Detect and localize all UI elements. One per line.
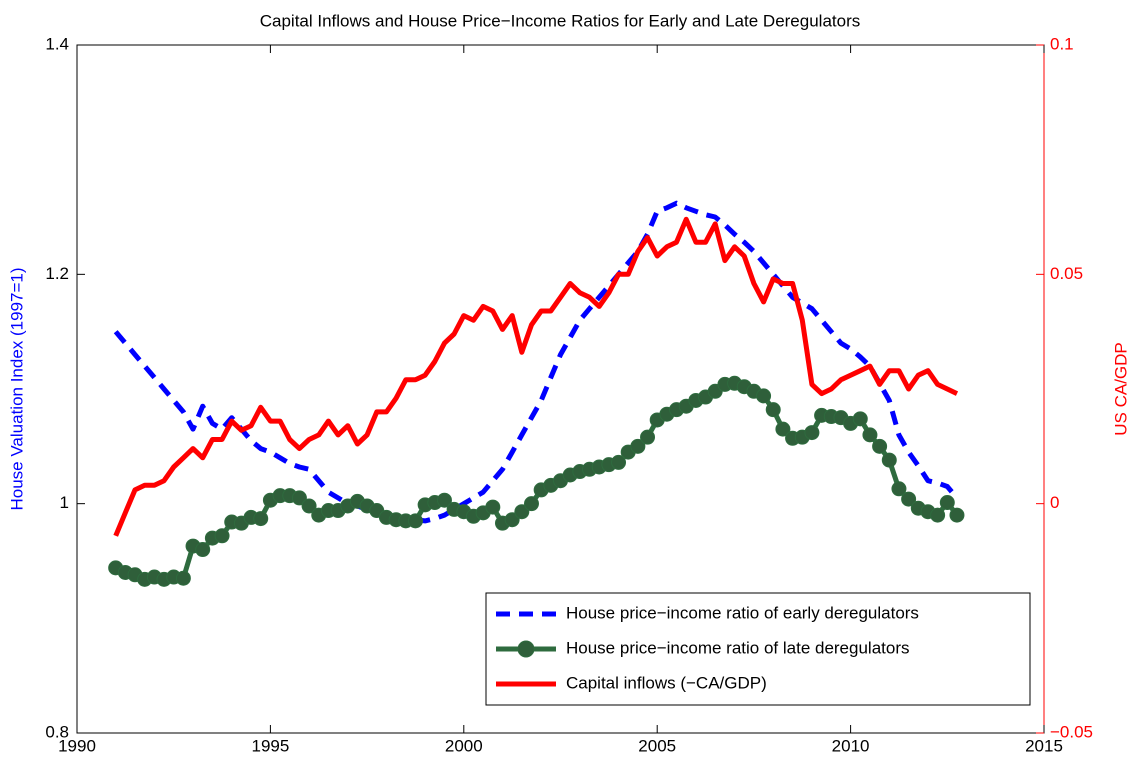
marker <box>504 512 520 528</box>
marker <box>514 504 530 520</box>
y2-tick-label: −0.05 <box>1050 722 1093 741</box>
y2-tick-label: 0.1 <box>1050 34 1074 53</box>
marker <box>640 429 656 445</box>
x-tick-label: 2005 <box>638 736 676 755</box>
chart-title: Capital Inflows and House Price−Income R… <box>260 11 861 30</box>
legend-box <box>485 592 1031 706</box>
marker <box>765 402 781 418</box>
y-axis-label: House Valuation Index (1997=1) <box>7 267 26 510</box>
marker <box>175 570 191 586</box>
y-tick-label: 1 <box>60 493 69 512</box>
y-tick-label: 1.4 <box>45 34 69 53</box>
marker <box>775 421 791 437</box>
marker <box>301 498 317 514</box>
legend-label: Capital inflows (−CA/GDP) <box>566 673 767 692</box>
marker <box>852 411 868 427</box>
marker <box>930 507 946 523</box>
y-tick-label: 1.2 <box>45 264 69 283</box>
y2-tick-label: 0.05 <box>1050 264 1083 283</box>
marker <box>949 507 965 523</box>
y2-tick-label: 0 <box>1050 493 1059 512</box>
marker <box>436 492 452 508</box>
marker <box>872 438 888 454</box>
marker <box>523 496 539 512</box>
y-tick-label: 0.8 <box>45 722 69 741</box>
marker <box>195 542 211 558</box>
marker <box>862 427 878 443</box>
x-tick-label: 2010 <box>832 736 870 755</box>
series-line <box>113 216 959 537</box>
marker <box>901 491 917 507</box>
x-tick-label: 2000 <box>445 736 483 755</box>
marker <box>891 481 907 497</box>
legend-marker <box>517 640 535 658</box>
marker <box>881 452 897 468</box>
marker <box>611 454 627 470</box>
marker <box>407 513 423 529</box>
x-tick-label: 2015 <box>1025 736 1063 755</box>
marker <box>804 425 820 441</box>
x-tick-label: 1990 <box>58 736 96 755</box>
marker <box>291 490 307 506</box>
marker <box>630 438 646 454</box>
marker <box>756 388 772 404</box>
marker <box>214 528 230 544</box>
marker <box>939 495 955 511</box>
series-line <box>113 200 959 524</box>
x-tick-label: 1995 <box>251 736 289 755</box>
legend-label: House price−income ratio of late deregul… <box>566 638 910 657</box>
marker <box>253 511 269 527</box>
marker <box>485 499 501 515</box>
y2-axis-label: US CA/GDP <box>1111 342 1130 436</box>
legend-label: House price−income ratio of early deregu… <box>566 603 919 622</box>
